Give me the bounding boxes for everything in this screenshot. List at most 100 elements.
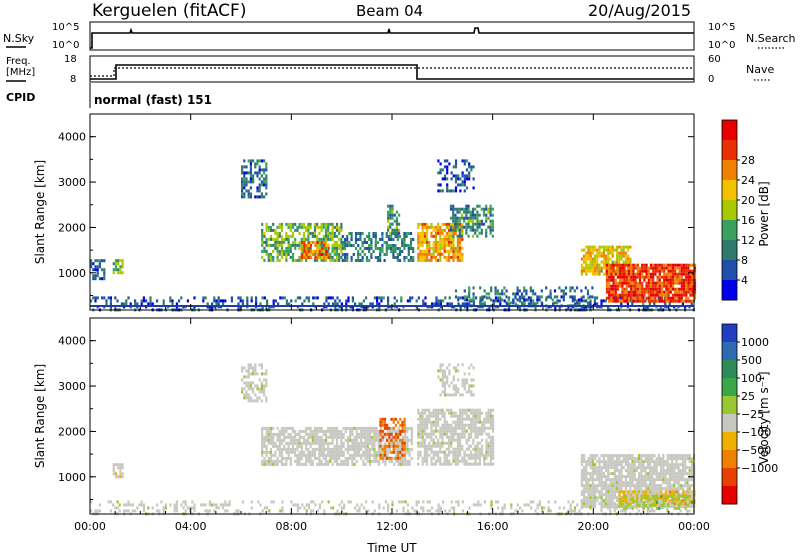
data-cell <box>532 302 535 306</box>
data-cell <box>468 384 471 388</box>
data-cell <box>489 447 492 451</box>
data-cell <box>463 429 466 433</box>
data-cell <box>327 247 330 250</box>
data-cell <box>307 241 310 244</box>
data-cell <box>471 216 475 220</box>
data-cell <box>309 231 312 235</box>
data-cell <box>512 298 515 302</box>
data-cell <box>419 420 422 424</box>
data-cell <box>426 414 429 418</box>
data-cell <box>335 447 339 451</box>
data-cell <box>676 263 679 267</box>
data-cell <box>653 463 656 467</box>
data-cell <box>432 255 435 259</box>
data-cell <box>616 499 619 503</box>
data-cell <box>589 457 592 461</box>
data-cell <box>627 260 630 264</box>
data-cell <box>260 174 263 178</box>
data-cell <box>272 500 275 504</box>
data-cell <box>612 296 615 300</box>
data-cell <box>193 296 196 300</box>
data-cell <box>316 247 319 250</box>
data-cell <box>313 228 317 232</box>
data-cell <box>446 393 449 397</box>
data-cell <box>461 426 464 430</box>
data-cell <box>261 228 264 232</box>
data-cell <box>607 487 610 491</box>
data-cell <box>454 213 457 217</box>
data-cell <box>624 460 627 464</box>
data-cell <box>459 258 462 262</box>
data-cell <box>638 490 641 494</box>
data-cell <box>660 299 664 303</box>
data-cell <box>265 447 268 451</box>
data-cell <box>638 299 642 303</box>
data-cell <box>608 284 611 288</box>
data-cell <box>305 444 308 448</box>
data-cell <box>354 241 358 244</box>
data-cell <box>387 247 391 250</box>
data-cell <box>309 450 312 454</box>
data-cell <box>633 475 636 479</box>
data-cell <box>96 259 99 263</box>
data-cell <box>324 240 328 244</box>
data-cell <box>492 408 495 412</box>
data-cell <box>278 435 281 439</box>
freq-line <box>90 64 694 80</box>
data-cell <box>274 444 277 448</box>
data-cell <box>243 177 246 181</box>
data-cell <box>665 293 668 297</box>
data-cell <box>285 426 288 430</box>
data-cell <box>278 438 281 442</box>
data-cell <box>206 509 209 513</box>
data-cell <box>331 426 334 430</box>
data-cell <box>459 441 462 445</box>
data-cell <box>311 459 314 463</box>
data-cell <box>439 299 442 303</box>
data-cell <box>674 287 677 291</box>
data-cell <box>687 263 690 267</box>
data-cell <box>586 292 590 296</box>
data-cell <box>635 481 638 485</box>
data-cell <box>276 438 279 442</box>
data-cell <box>478 204 481 208</box>
data-cell <box>430 432 433 436</box>
data-cell <box>243 183 246 187</box>
data-cell <box>432 438 435 442</box>
data-cell <box>485 204 488 208</box>
data-cell <box>605 272 609 276</box>
data-cell <box>340 450 343 454</box>
data-cell <box>263 231 266 235</box>
data-cell <box>638 484 641 488</box>
data-cell <box>630 263 633 267</box>
data-cell <box>353 450 356 454</box>
data-cell <box>263 393 266 397</box>
data-cell <box>569 289 572 293</box>
data-cell <box>618 254 621 258</box>
data-cell <box>633 460 636 464</box>
data-cell <box>327 444 330 448</box>
data-cell <box>476 219 479 223</box>
data-cell <box>636 281 639 285</box>
data-cell <box>640 478 643 482</box>
data-cell <box>283 432 286 436</box>
data-cell <box>279 509 282 513</box>
data-cell <box>618 469 621 473</box>
data-cell <box>600 499 603 503</box>
data-cell <box>647 278 650 282</box>
data-cell <box>480 231 483 235</box>
data-cell <box>322 234 325 238</box>
data-cell <box>662 469 665 473</box>
data-cell <box>437 228 440 232</box>
data-cell <box>265 381 268 385</box>
data-cell <box>381 244 384 247</box>
data-cell <box>103 271 106 275</box>
data-cell <box>368 247 371 250</box>
data-cell <box>249 192 252 196</box>
data-cell <box>303 253 306 256</box>
data-cell <box>324 462 328 466</box>
data-cell <box>329 447 332 451</box>
data-cell <box>388 429 391 433</box>
data-cell <box>305 246 308 250</box>
data-cell <box>629 481 632 485</box>
